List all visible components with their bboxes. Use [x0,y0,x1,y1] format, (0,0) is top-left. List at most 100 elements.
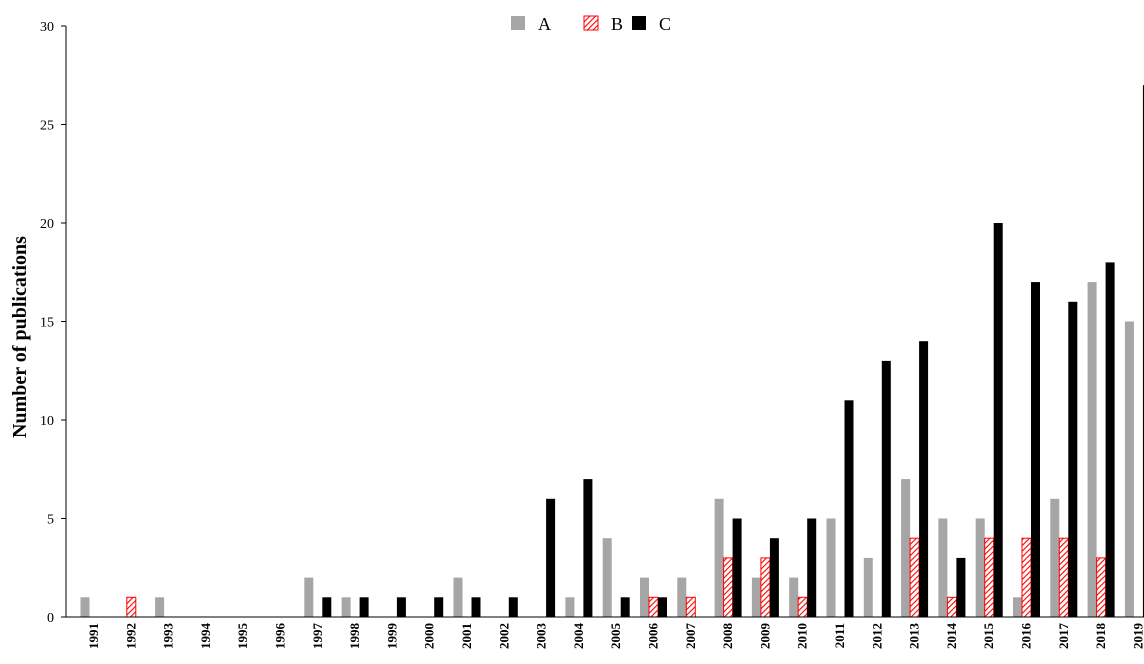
bar-A-2005 [602,538,612,617]
bar-B-2015 [984,537,995,618]
x-tick-label: 2018 [1093,623,1108,650]
bar-C-2016 [1031,282,1040,617]
x-tick-label: 2010 [795,623,810,649]
x-tick-label: 2011 [832,623,847,648]
bar-C-2017 [1068,301,1078,617]
bar-B-2014 [946,596,957,618]
bar-A-2019 [1124,321,1134,617]
bar-B-2010 [797,596,808,618]
x-tick-label: 1997 [310,623,325,650]
x-tick-label: 1996 [273,623,288,650]
bar-C-2008 [732,518,742,617]
bar-C-2004 [583,479,593,617]
bar-A-2006 [640,577,649,617]
y-axis-title: Number of publications [9,236,31,438]
bar-A-2011 [826,518,836,617]
legend-label-A: A [538,14,551,34]
bar-A-2010 [789,577,799,617]
bar-C-2002 [508,597,518,617]
bar-A-2016 [1013,597,1022,617]
x-tick-label: 1993 [161,623,176,650]
x-tick-label: 2001 [459,623,474,649]
bar-C-2011 [844,400,854,617]
y-tick-label: 10 [40,414,54,429]
x-tick-label: 2000 [422,623,437,649]
legend-label-B: B [611,14,623,34]
bars [80,85,1144,618]
bar-A-2014 [938,518,948,617]
bar-A-2012 [863,557,873,617]
y-tick-label: 5 [47,513,54,528]
bar-B-2007 [685,596,696,618]
x-axis: 1991 1992 1993 1994 1995 1996 1997 1998 1999 2000… [66,616,1144,650]
x-tick-label: 2005 [608,623,623,650]
bar-A-2018 [1087,282,1097,617]
bar-B-2013 [909,537,920,618]
x-tick-label: 2006 [646,623,661,650]
bar-C-2012 [881,360,891,617]
bar-A-1991 [80,597,90,617]
bar-C-2005 [620,597,630,617]
bar-C-2000 [434,597,444,617]
x-tick-label: 2009 [757,623,772,650]
bar-B-2017 [1058,537,1069,618]
y-tick-label: 15 [40,316,54,331]
x-tick-label: 2019 [1130,623,1144,650]
bar-B-2006 [648,596,659,618]
x-tick-label: 2004 [571,623,586,650]
bar-C-1999 [396,597,406,617]
bar-C-2018 [1105,262,1115,617]
bar-C-2014 [956,557,966,617]
x-tick-label: 1999 [384,623,399,650]
legend-swatch-B [583,15,599,31]
bar-C-1998 [359,597,369,617]
bar-C-2013 [919,341,929,617]
x-tick-label: 1994 [198,623,213,650]
x-tick-label: 2015 [981,623,996,650]
bar-C-2001 [471,597,481,617]
bar-A-1997 [304,577,314,617]
bar-A-2004 [565,597,575,617]
bar-B-2018 [1096,557,1107,618]
x-tick-label: 2008 [720,623,735,650]
x-tick-label: 2016 [1019,623,1034,650]
legend: A B C [511,14,671,34]
x-tick-label: 1991 [86,623,101,649]
bar-B-2008 [723,557,734,618]
bar-B-1992 [126,596,137,618]
x-tick-label: 2013 [907,623,922,650]
y-tick-label: 30 [40,20,54,35]
bar-A-2008 [714,498,724,617]
bar-C-2019 [1142,85,1144,618]
bar-A-2017 [1050,498,1060,617]
bar-A-2013 [901,479,911,617]
x-tick-label: 2012 [869,623,884,649]
legend-swatch-A [511,16,525,30]
bar-C-2010 [807,518,817,617]
bar-B-2016 [1021,537,1032,618]
bar-C-2003 [546,498,556,617]
bar-C-2009 [769,538,779,617]
x-tick-label: 2007 [683,623,698,650]
x-tick-label: 2003 [534,623,549,650]
bar-A-2009 [751,577,761,617]
x-tick-label: 1998 [347,623,362,650]
y-tick-label: 20 [40,217,54,232]
x-tick-label: 2014 [944,623,959,650]
x-tick-label: 2017 [1056,623,1071,650]
y-tick-label: 25 [40,119,54,134]
bar-B-2009 [760,557,771,618]
bar-A-1993 [155,597,165,617]
bar-C-2006 [658,597,667,617]
y-tick-label: 0 [47,611,54,626]
legend-label-C: C [659,14,671,34]
bar-A-2001 [453,577,463,617]
y-axis: 0 5 10 15 20 25 30 [40,20,67,626]
bar-C-1997 [322,597,332,617]
bar-A-2007 [677,577,687,617]
bar-A-1998 [341,597,351,617]
x-tick-label: 2002 [496,623,511,649]
x-tick-label: 1995 [235,623,250,650]
bar-A-2015 [975,518,985,617]
